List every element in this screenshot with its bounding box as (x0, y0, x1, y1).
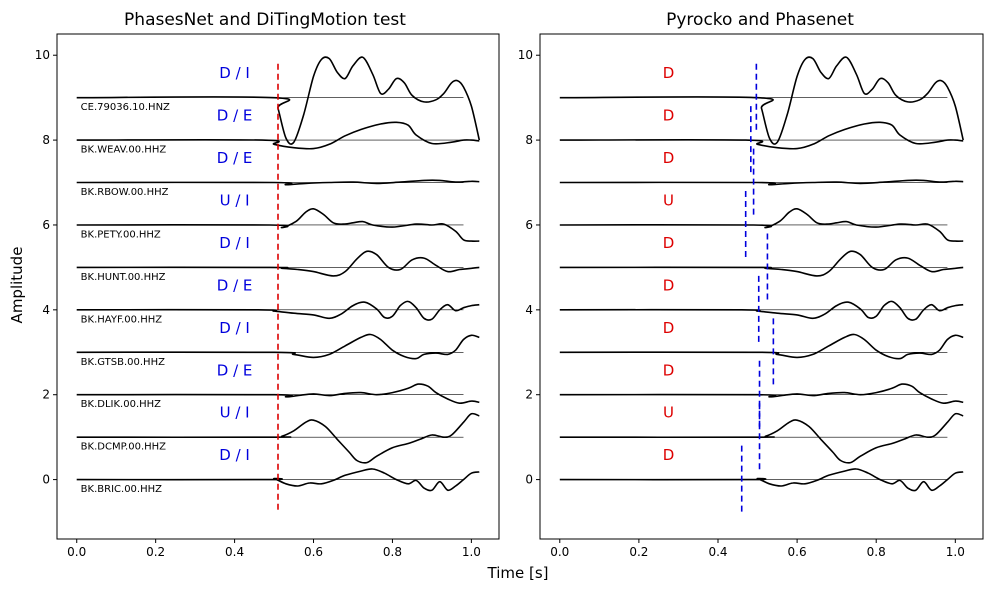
station-label: BK.RBOW.00.HHZ (81, 187, 169, 198)
waveform-trace (76, 121, 480, 150)
y-tick-label: 6 (42, 218, 50, 232)
station-label: BK.PETY.00.HHZ (81, 229, 161, 240)
y-tick-label: 8 (525, 133, 533, 147)
x-tick-label: 0.2 (629, 545, 648, 559)
polarity-label: D / I (219, 64, 250, 82)
waveform-trace (559, 412, 964, 464)
y-tick-label: 10 (518, 48, 533, 62)
polarity-label: D / E (217, 107, 253, 125)
x-tick-label: 0.4 (225, 545, 244, 559)
y-tick-label: 4 (42, 303, 50, 317)
station-label: BK.WEAV.00.HHZ (81, 145, 167, 156)
waveform-trace (76, 179, 480, 186)
panel-right-frame (539, 33, 984, 540)
waveform-trace (76, 207, 480, 242)
station-label: BK.DLIK.00.HHZ (81, 399, 161, 410)
station-label: BK.BRIC.00.HHZ (81, 484, 162, 495)
waveform-trace (76, 383, 480, 405)
polarity-label: D (663, 234, 675, 252)
polarity-label: U / I (220, 404, 250, 422)
y-tick-label: 8 (42, 133, 50, 147)
station-label: CE.79036.10.HNZ (81, 102, 170, 113)
polarity-label: U (663, 192, 674, 210)
x-tick-label: 0.6 (788, 545, 807, 559)
waveform-trace (559, 468, 964, 492)
x-tick-label: 0.6 (304, 545, 323, 559)
y-tick-label: 10 (35, 48, 50, 62)
polarity-label: U (663, 404, 674, 422)
panel-left-frame (56, 33, 500, 540)
polarity-label: D / I (219, 234, 250, 252)
polarity-label: D (663, 446, 675, 464)
x-tick-label: 0.0 (67, 545, 86, 559)
station-label: BK.HAYF.00.HHZ (81, 314, 163, 325)
polarity-label: D / I (219, 446, 250, 464)
y-tick-label: 0 (525, 473, 533, 487)
waveform-trace (559, 383, 964, 405)
waveform-trace (559, 56, 964, 145)
x-tick-label: 0.4 (708, 545, 727, 559)
panel-right: Pyrocko and Phasenet D D D U D D D D U D 0.0 0.2 0.… (518, 10, 984, 559)
station-label: BK.DCMP.00.HHZ (81, 442, 167, 453)
y-tick-label: 2 (42, 388, 50, 402)
polarity-label: D (663, 361, 675, 379)
panel-right-title: Pyrocko and Phasenet (666, 10, 854, 30)
waveform-trace (76, 468, 480, 492)
x-tick-label: 1.0 (462, 545, 481, 559)
waveform-trace (559, 333, 964, 360)
waveform-trace (559, 121, 964, 150)
waveform-trace (559, 300, 964, 321)
waveform-trace (76, 333, 480, 360)
panel-left: PhasesNet and DiTingMotion test CE.79036… (35, 10, 500, 559)
polarity-label: D (663, 276, 675, 294)
polarity-label: D / I (219, 319, 250, 337)
station-label: BK.HUNT.00.HHZ (81, 272, 166, 283)
x-tick-label: 0.8 (383, 545, 402, 559)
polarity-label: D (663, 64, 675, 82)
x-tick-label: 0.2 (146, 545, 165, 559)
y-tick-label: 4 (525, 303, 533, 317)
x-tick-label: 0.8 (867, 545, 886, 559)
polarity-label: U / I (220, 192, 250, 210)
x-axis-label: Time [s] (487, 564, 549, 582)
y-axis-label: Amplitude (8, 247, 26, 324)
y-tick-label: 2 (525, 388, 533, 402)
polarity-label: D / E (217, 149, 253, 167)
waveform-trace (76, 56, 481, 145)
waveform-trace (76, 300, 480, 321)
polarity-label: D (663, 319, 675, 337)
waveform-trace (76, 412, 480, 464)
x-tick-label: 1.0 (946, 545, 965, 559)
y-tick-label: 0 (42, 473, 50, 487)
waveform-trace (559, 207, 964, 242)
waveform-trace (559, 179, 964, 186)
polarity-label: D (663, 149, 675, 167)
waveform-trace (76, 250, 480, 277)
polarity-label: D / E (217, 361, 253, 379)
polarity-label: D (663, 107, 675, 125)
x-tick-label: 0.0 (550, 545, 569, 559)
station-label: BK.GTSB.00.HHZ (81, 357, 165, 368)
waveform-trace (559, 250, 964, 277)
panel-left-title: PhasesNet and DiTingMotion test (124, 10, 406, 30)
y-tick-label: 6 (525, 218, 533, 232)
polarity-label: D / E (217, 276, 253, 294)
